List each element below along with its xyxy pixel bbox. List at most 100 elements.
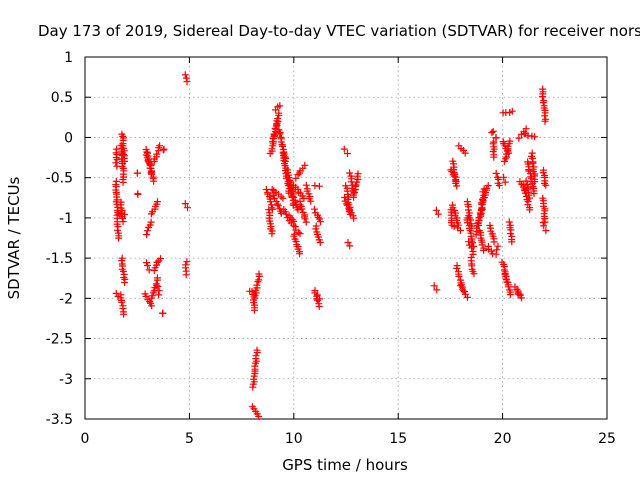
data-point: [433, 286, 441, 294]
data-point: [276, 102, 284, 110]
data-point: [294, 206, 302, 214]
data-point: [461, 149, 469, 157]
plot-frame: [84, 56, 608, 420]
x-axis-label: GPS time / hours: [282, 456, 408, 474]
data-point: [453, 264, 461, 272]
axis-ticks: [84, 56, 608, 420]
data-point: [313, 291, 321, 299]
data-point: [478, 241, 486, 249]
data-point: [181, 200, 189, 208]
data-point: [296, 230, 304, 238]
data-point: [529, 159, 537, 167]
data-point: [292, 174, 300, 182]
data-point: [255, 412, 263, 420]
data-point: [470, 270, 478, 278]
data-point: [160, 145, 168, 153]
data-point: [539, 99, 547, 107]
data-point: [520, 181, 528, 189]
data-point: [468, 244, 476, 252]
data-point: [143, 231, 151, 239]
data-point: [531, 178, 539, 186]
data-point: [508, 238, 516, 246]
data-point: [159, 309, 167, 317]
data-point: [516, 290, 524, 298]
data-point: [159, 146, 167, 154]
data-point: [251, 362, 259, 370]
data-point: [524, 185, 532, 193]
data-point: [295, 228, 303, 236]
data-point: [252, 352, 260, 360]
data-point: [501, 155, 509, 163]
data-point: [432, 206, 440, 214]
data-point: [540, 222, 548, 230]
data-points: [112, 71, 550, 420]
data-point: [273, 200, 281, 208]
data-point: [340, 145, 348, 153]
x-tick-label: 15: [389, 431, 407, 447]
y-tick-label: 0.5: [51, 90, 73, 106]
data-point: [273, 117, 281, 125]
y-tick-labels: -3.5 -3 -2.5 -2 -1.5 -1 -0.5 0 0.5 1: [46, 50, 73, 428]
data-point: [513, 285, 521, 293]
data-point: [147, 218, 155, 226]
data-point: [317, 218, 324, 226]
data-point: [298, 205, 306, 213]
data-point: [157, 255, 164, 263]
data-point: [119, 267, 127, 275]
data-point: [493, 246, 501, 254]
data-point: [119, 218, 127, 226]
data-point: [489, 127, 497, 135]
data-point: [542, 181, 550, 189]
data-point: [314, 213, 322, 221]
data-point: [143, 227, 151, 235]
data-point: [183, 258, 191, 266]
data-point: [480, 246, 488, 254]
data-point: [181, 71, 189, 79]
data-point: [346, 242, 354, 250]
data-point: [350, 214, 358, 222]
data-point: [490, 153, 498, 161]
data-point: [154, 282, 162, 290]
data-point: [294, 171, 302, 179]
data-point: [430, 282, 438, 290]
data-point: [274, 202, 282, 210]
y-axis-label: SDTVAR / TECUs: [5, 176, 23, 299]
data-point: [148, 302, 156, 310]
data-point: [279, 194, 287, 202]
data-point: [542, 227, 550, 235]
data-point: [255, 270, 263, 278]
data-point: [121, 157, 129, 165]
data-point: [153, 150, 161, 158]
data-point: [248, 288, 256, 295]
data-point: [121, 211, 129, 218]
x-tick-label: 10: [285, 431, 303, 447]
data-point: [494, 242, 502, 250]
data-point: [290, 221, 298, 229]
data-point: [346, 169, 354, 177]
data-point: [144, 262, 151, 269]
data-point: [530, 190, 538, 197]
data-point: [276, 130, 284, 138]
chart-title: Day 173 of 2019, Sidereal Day-to-day VTE…: [38, 22, 640, 40]
x-tick-label: 5: [185, 431, 194, 447]
data-point: [301, 161, 309, 169]
data-point: [268, 145, 276, 153]
data-point: [155, 291, 163, 299]
data-point: [251, 306, 258, 314]
data-point: [284, 214, 291, 222]
data-point: [182, 271, 190, 279]
data-point: [505, 218, 513, 226]
data-point: [500, 173, 508, 181]
data-point: [265, 206, 273, 214]
data-point: [484, 182, 492, 190]
data-point: [479, 197, 487, 205]
data-point: [146, 298, 154, 306]
data-point: [469, 250, 477, 258]
y-tick-label: 0: [64, 130, 73, 146]
data-point: [465, 238, 473, 246]
data-point: [262, 186, 270, 193]
data-point: [526, 194, 533, 202]
data-point: [145, 266, 153, 274]
x-tick-labels: 0 5 10 15 20 25: [81, 431, 616, 447]
data-point: [153, 274, 161, 282]
